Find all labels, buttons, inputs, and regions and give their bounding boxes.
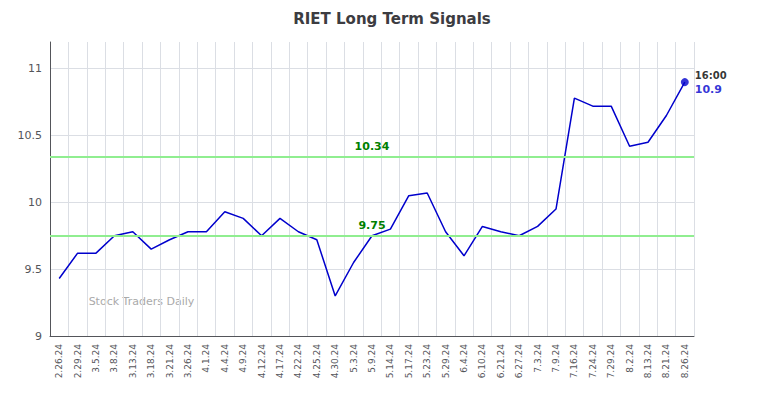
svg-text:10.5: 10.5 [18, 129, 43, 142]
svg-text:10: 10 [28, 196, 42, 209]
svg-text:11: 11 [28, 62, 42, 75]
svg-text:7.16.24: 7.16.24 [569, 344, 579, 379]
svg-text:3.13.24: 3.13.24 [128, 344, 138, 379]
svg-text:4.12.24: 4.12.24 [257, 344, 267, 379]
svg-text:7.3.24: 7.3.24 [533, 344, 543, 373]
svg-text:8.13.24: 8.13.24 [643, 344, 653, 379]
svg-text:9.5: 9.5 [25, 263, 43, 276]
svg-text:3.8.24: 3.8.24 [109, 344, 119, 373]
svg-text:7.9.24: 7.9.24 [551, 344, 561, 373]
svg-text:3.5.24: 3.5.24 [91, 344, 101, 373]
svg-text:6.10.24: 6.10.24 [477, 344, 487, 379]
svg-text:4.30.24: 4.30.24 [330, 344, 340, 379]
svg-text:7.29.24: 7.29.24 [606, 344, 616, 379]
svg-text:4.25.24: 4.25.24 [312, 344, 322, 379]
svg-text:8.26.24: 8.26.24 [680, 344, 690, 379]
svg-text:4.9.24: 4.9.24 [238, 344, 248, 373]
svg-text:5.17.24: 5.17.24 [404, 344, 414, 379]
svg-text:10.34: 10.34 [355, 140, 390, 153]
svg-text:5.3.24: 5.3.24 [349, 344, 359, 373]
svg-text:5.29.24: 5.29.24 [441, 344, 451, 379]
svg-text:2.26.24: 2.26.24 [54, 344, 64, 379]
svg-text:6.21.24: 6.21.24 [496, 344, 506, 379]
svg-text:6.27.24: 6.27.24 [514, 344, 524, 379]
svg-text:RIET Long Term Signals: RIET Long Term Signals [293, 10, 491, 28]
svg-text:4.4.24: 4.4.24 [220, 344, 230, 373]
svg-text:6.4.24: 6.4.24 [459, 344, 469, 373]
svg-text:4.1.24: 4.1.24 [201, 344, 211, 373]
svg-text:16:00: 16:00 [695, 70, 727, 81]
svg-text:3.21.24: 3.21.24 [165, 344, 175, 379]
svg-text:10.9: 10.9 [695, 83, 722, 96]
svg-text:Stock Traders Daily: Stock Traders Daily [89, 295, 195, 308]
svg-text:3.26.24: 3.26.24 [183, 344, 193, 379]
svg-text:4.17.24: 4.17.24 [275, 344, 285, 379]
svg-text:8.2.24: 8.2.24 [625, 344, 635, 373]
svg-text:5.23.24: 5.23.24 [422, 344, 432, 379]
svg-text:5.9.24: 5.9.24 [367, 344, 377, 373]
svg-text:7.24.24: 7.24.24 [588, 344, 598, 379]
svg-text:9: 9 [35, 330, 42, 343]
svg-text:3.18.24: 3.18.24 [146, 344, 156, 379]
svg-text:9.75: 9.75 [358, 219, 385, 232]
svg-text:2.29.24: 2.29.24 [73, 344, 83, 379]
svg-text:8.21.24: 8.21.24 [661, 344, 671, 379]
svg-text:5.14.24: 5.14.24 [385, 344, 395, 379]
svg-text:4.22.24: 4.22.24 [293, 344, 303, 379]
